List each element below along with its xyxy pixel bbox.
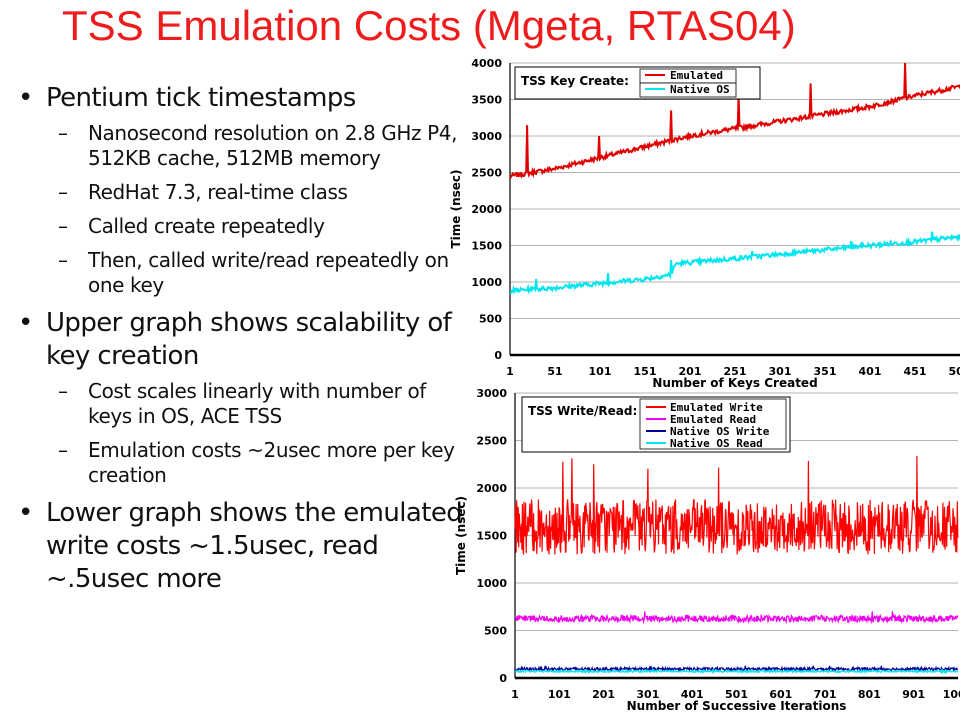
bullet-text: Lower graph shows the emulated write cos… — [46, 498, 463, 594]
sub-bullet-text: Called create repeatedly — [88, 214, 325, 238]
y-tick-label: 1500 — [471, 240, 502, 253]
bullet-dot: • — [18, 308, 33, 338]
sub-bullet-item: – Cost scales linearly with number of key… — [0, 379, 470, 429]
x-tick-label: 351 — [814, 365, 837, 378]
y-tick-label: 4000 — [471, 57, 502, 70]
x-tick-label: 151 — [634, 365, 657, 378]
y-tick-label: 1000 — [476, 577, 507, 590]
sub-bullet-item: – Nanosecond resolution on 2.8 GHz P4, 51… — [0, 121, 470, 171]
legend-label: Native OS Read — [670, 437, 763, 450]
sub-bullet-dash: – — [58, 180, 68, 204]
series-line — [514, 665, 958, 673]
x-tick-label: 601 — [769, 688, 792, 701]
sub-bullet-item: – Then, called write/read repeatedly on o… — [0, 248, 470, 298]
bullet-dot: • — [18, 83, 33, 113]
x-tick-label: 101 — [548, 688, 571, 701]
y-tick-label: 3000 — [471, 130, 502, 143]
x-tick-label: 401 — [859, 365, 882, 378]
x-tick-label: 501 — [949, 365, 960, 378]
legend-label: Emulated Read — [670, 413, 756, 426]
series-line — [514, 667, 959, 675]
slide-title: TSS Emulation Costs (Mgeta, RTAS04) — [62, 2, 796, 49]
sub-bullet-dash: – — [58, 214, 68, 238]
bullet-item: • Upper graph shows scalability of key cr… — [0, 307, 470, 373]
y-axis-label: Time (nsec) — [454, 496, 468, 575]
legend-label: Native OS Write — [670, 425, 770, 438]
write-read-chart: 0 500 1000 1500 2000 2500 3000 1 101 201 301 401 501… — [454, 387, 960, 713]
x-tick-label: 451 — [904, 365, 927, 378]
x-tick-label: 701 — [814, 688, 837, 701]
x-tick-label: 1 — [511, 688, 519, 701]
x-tick-label: 1 — [506, 365, 514, 378]
legend-entry-box — [639, 82, 737, 98]
y-tick-label: 0 — [494, 349, 502, 362]
bullet-text: Pentium tick timestamps — [46, 83, 356, 113]
series-line — [514, 611, 959, 625]
sub-bullet-text: RedHat 7.3, real-time class — [88, 180, 348, 204]
y-axis-label: Time (nsec) — [449, 169, 463, 248]
x-axis-label: Number of Keys Created — [652, 376, 817, 390]
sub-bullet-dash: – — [58, 438, 68, 462]
y-tick-label: 2500 — [476, 435, 507, 448]
sub-bullet-dash: – — [58, 248, 68, 272]
y-tick-label: 3500 — [471, 94, 502, 107]
sub-bullet-item: – Emulation costs ~2usec more per key cre… — [0, 438, 470, 488]
x-tick-label: 51 — [547, 365, 562, 378]
x-tick-label: 201 — [592, 688, 615, 701]
y-tick-label: 2000 — [471, 203, 502, 216]
chart-title: TSS Key Create: — [521, 74, 629, 88]
y-tick-label: 1500 — [476, 530, 507, 543]
y-tick-label: 1000 — [471, 276, 502, 289]
x-tick-label: 201 — [679, 365, 702, 378]
sub-bullet-text: Nanosecond resolution on 2.8 GHz P4, 512… — [88, 121, 458, 170]
sub-bullet-text: Emulation costs ~2usec more per key crea… — [88, 438, 455, 487]
bullet-text: Upper graph shows scalability of key cre… — [46, 308, 452, 371]
sub-bullet-dash: – — [58, 121, 68, 145]
sub-bullet-text: Then, called write/read repeatedly on on… — [88, 248, 449, 297]
x-tick-label: 801 — [858, 688, 881, 701]
x-axis-label: Number of Successive Iterations — [627, 699, 847, 713]
sub-bullet-text: Cost scales linearly with number of keys… — [88, 379, 426, 428]
sub-bullet-item: – Called create repeatedly — [0, 214, 470, 239]
bullet-list: • Pentium tick timestamps – Nanosecond reso… — [0, 82, 470, 602]
y-tick-label: 0 — [499, 672, 507, 685]
legend-label: Emulated Write — [670, 401, 763, 414]
x-tick-label: 301 — [769, 365, 792, 378]
y-tick-label: 500 — [479, 313, 502, 326]
legend-label: Native OS — [670, 83, 730, 96]
sub-bullet-dash: – — [58, 379, 68, 403]
bullet-item: • Lower graph shows the emulated write co… — [0, 497, 470, 596]
bullet-dot: • — [18, 498, 33, 528]
x-tick-label: 251 — [724, 365, 747, 378]
y-tick-label: 2000 — [476, 482, 507, 495]
series-line — [509, 62, 960, 179]
x-tick-label: 1001 — [943, 688, 960, 701]
y-tick-label: 500 — [484, 625, 507, 638]
x-tick-label: 301 — [636, 688, 659, 701]
x-tick-label: 101 — [589, 365, 612, 378]
chart-title: TSS Write/Read: — [528, 404, 637, 418]
y-tick-label: 2500 — [471, 167, 502, 180]
sub-bullet-item: – RedHat 7.3, real-time class — [0, 180, 470, 205]
legend-label: Emulated — [670, 69, 723, 82]
series-line — [509, 231, 960, 295]
x-tick-label: 901 — [902, 688, 925, 701]
bullet-item: • Pentium tick timestamps — [0, 82, 470, 115]
y-tick-label: 3000 — [476, 387, 507, 400]
series-line — [514, 455, 959, 555]
x-tick-label: 401 — [681, 688, 704, 701]
x-tick-label: 501 — [725, 688, 748, 701]
